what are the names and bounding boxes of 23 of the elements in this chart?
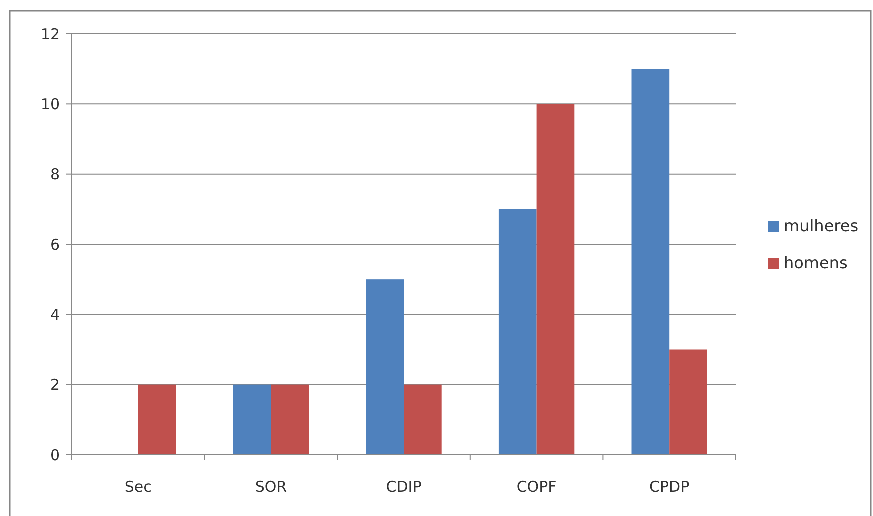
bar: [498, 209, 537, 455]
y-tick-label: 10: [40, 95, 60, 114]
x-tick-label: COPF: [516, 478, 557, 496]
y-tick-label: 0: [50, 446, 60, 464]
bar: [366, 280, 404, 455]
bar: [233, 384, 272, 455]
y-tick-label: 12: [40, 25, 60, 44]
bar: [536, 104, 575, 455]
legend-label: mulheres: [784, 216, 859, 236]
x-tick-label: CPDP: [650, 478, 690, 496]
bar: [404, 384, 442, 455]
y-tick-label: 4: [50, 306, 60, 324]
y-tick-label: 8: [50, 166, 60, 184]
bar: [632, 69, 670, 455]
bar: [271, 384, 310, 455]
legend-label: homens: [784, 254, 848, 273]
y-tick-label: 2: [50, 376, 60, 394]
bar: [138, 384, 176, 455]
y-tick-label: 6: [50, 236, 60, 254]
x-tick-label: Sec: [124, 478, 152, 496]
x-tick-label: CDIP: [386, 478, 422, 496]
x-tick-label: SOR: [255, 478, 288, 496]
bar: [670, 350, 708, 455]
